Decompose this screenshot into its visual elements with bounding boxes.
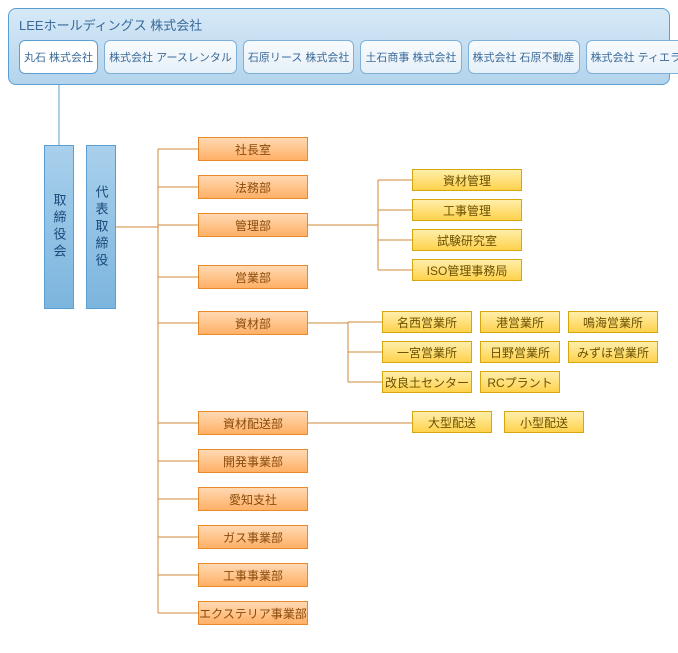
org-chart-canvas: 取締役会 代表取締役 社長室法務部管理部営業部資材部資材配送部開発事業部愛知支社ガス… [8,85,670,645]
dept-node-dev: 開発事業部 [198,449,308,473]
blue-node-ceo: 代表取締役 [86,145,116,309]
sub-node-y7: 鳴海営業所 [568,311,658,333]
blue-node-board: 取締役会 [44,145,74,309]
sub-node-y5: 名西営業所 [382,311,472,333]
dept-node-gas: ガス事業部 [198,525,308,549]
holding-title: LEEホールディングス 株式会社 [19,15,659,34]
sub-node-label: 港営業所 [496,314,544,331]
company-tabs: 丸石 株式会社株式会社 アースレンタル石原リース 株式会社土石商事 株式会社株式… [19,40,659,74]
sub-node-y12: RCプラント [480,371,560,393]
company-tab-3[interactable]: 土石商事 株式会社 [360,40,461,74]
dept-node-ext: エクステリア事業部 [198,601,308,625]
sub-node-y9: 日野営業所 [480,341,560,363]
sub-node-label: 資材管理 [443,172,491,189]
sub-node-y13: 大型配送 [412,411,492,433]
company-tab-4[interactable]: 株式会社 石原不動産 [468,40,580,74]
sub-node-y10: みずほ営業所 [568,341,658,363]
sub-node-y6: 港営業所 [480,311,560,333]
holding-container: LEEホールディングス 株式会社 丸石 株式会社株式会社 アースレンタル石原リー… [8,8,670,85]
sub-node-y3: 試験研究室 [412,229,522,251]
dept-node-label: 愛知支社 [229,491,277,508]
dept-node-label: 営業部 [235,269,271,286]
dept-node-label: エクステリア事業部 [199,605,307,622]
dept-node-deliv: 資材配送部 [198,411,308,435]
dept-node-mat: 資材部 [198,311,308,335]
sub-node-label: RCプラント [487,374,552,391]
sub-node-y8: 一宮営業所 [382,341,472,363]
dept-node-label: 法務部 [235,179,271,196]
sub-node-label: 鳴海営業所 [583,314,643,331]
dept-node-label: 資材部 [235,315,271,332]
sub-node-label: 日野営業所 [490,344,550,361]
sub-node-label: 大型配送 [428,414,476,431]
dept-node-label: 資材配送部 [223,415,283,432]
dept-node-legal: 法務部 [198,175,308,199]
company-tab-5[interactable]: 株式会社 ティエラ [586,40,678,74]
dept-node-admin: 管理部 [198,213,308,237]
sub-node-y1: 資材管理 [412,169,522,191]
company-tab-2[interactable]: 石原リース 株式会社 [243,40,355,74]
blue-node-label: 取締役会 [50,193,69,261]
dept-node-label: 開発事業部 [223,453,283,470]
dept-node-pres: 社長室 [198,137,308,161]
dept-node-aichi: 愛知支社 [198,487,308,511]
dept-node-label: 社長室 [235,141,271,158]
sub-node-label: 工事管理 [443,202,491,219]
blue-node-label: 代表取締役 [92,185,111,270]
sub-node-y11: 改良土センター [382,371,472,393]
sub-node-label: 改良土センター [385,374,469,391]
sub-node-y2: 工事管理 [412,199,522,221]
sub-node-y14: 小型配送 [504,411,584,433]
dept-node-sales: 営業部 [198,265,308,289]
dept-node-const: 工事事業部 [198,563,308,587]
dept-node-label: ガス事業部 [223,529,283,546]
company-tab-1[interactable]: 株式会社 アースレンタル [104,40,237,74]
sub-node-label: ISO管理事務局 [427,262,508,279]
company-tab-0[interactable]: 丸石 株式会社 [19,40,98,74]
dept-node-label: 管理部 [235,217,271,234]
sub-node-label: 名西営業所 [397,314,457,331]
dept-node-label: 工事事業部 [223,567,283,584]
sub-node-label: みずほ営業所 [577,344,649,361]
sub-node-label: 試験研究室 [437,232,497,249]
sub-node-y4: ISO管理事務局 [412,259,522,281]
sub-node-label: 一宮営業所 [397,344,457,361]
sub-node-label: 小型配送 [520,414,568,431]
